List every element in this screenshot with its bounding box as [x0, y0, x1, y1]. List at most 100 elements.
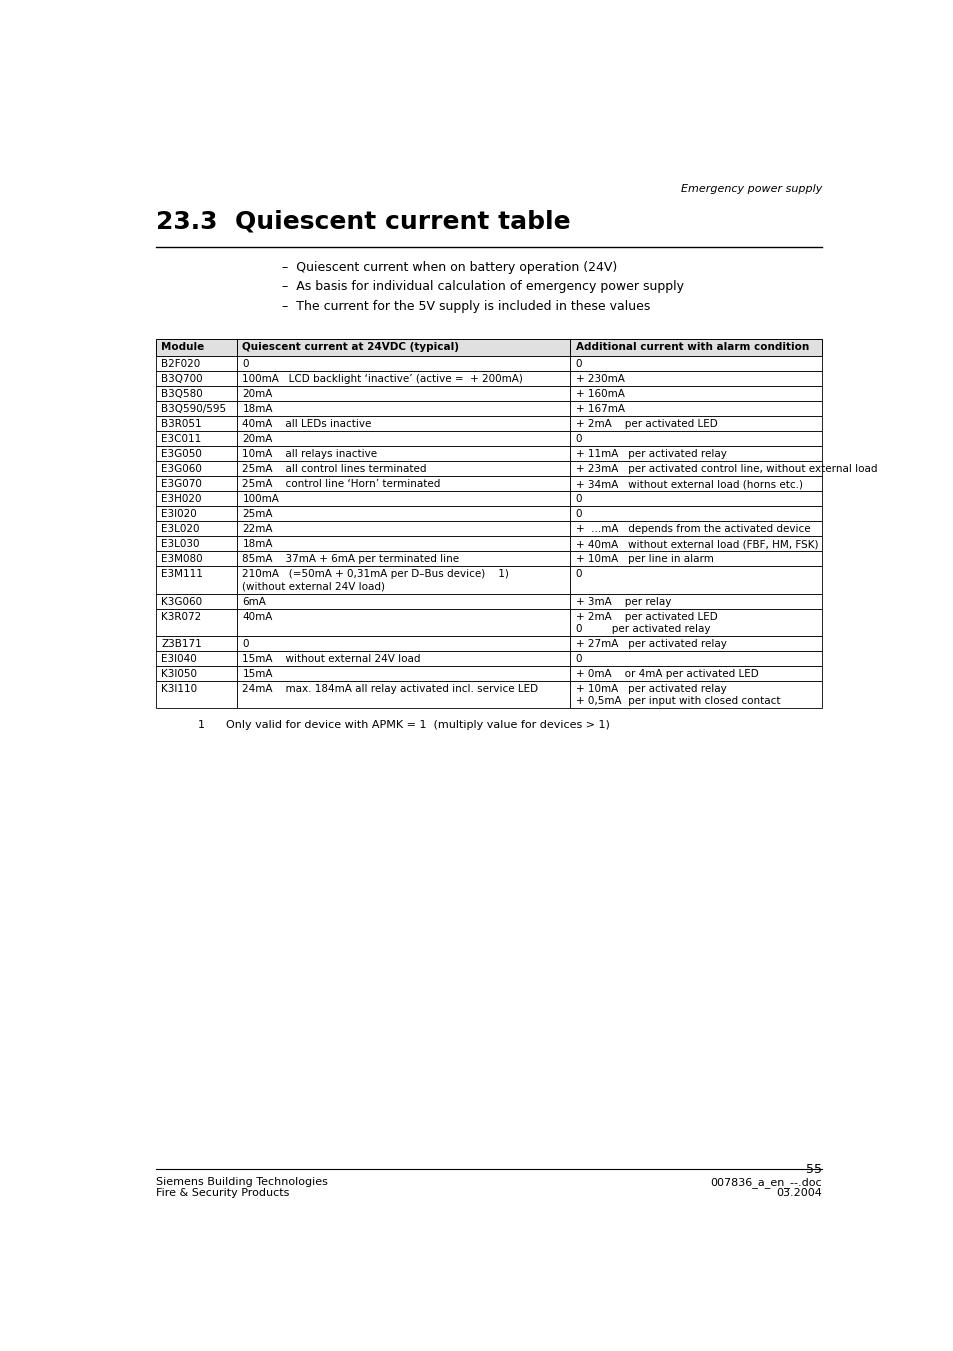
Text: 25mA: 25mA [242, 509, 273, 519]
Text: 0: 0 [242, 639, 249, 648]
Bar [570, 492, 821, 507]
Bar [570, 521, 821, 536]
Bar [236, 431, 570, 446]
Text: 0: 0 [575, 359, 581, 369]
Text: E3G070: E3G070 [161, 480, 202, 489]
Text: 24mA    max. 184mA all relay activated incl. service LED: 24mA max. 184mA all relay activated incl… [242, 684, 538, 694]
Text: 15mA    without external 24V load: 15mA without external 24V load [242, 654, 420, 665]
Text: –  As basis for individual calculation of emergency power supply: – As basis for individual calculation of… [282, 280, 683, 293]
Bar [570, 401, 821, 416]
Bar [155, 521, 236, 536]
Bar [155, 666, 236, 681]
Text: 18mA: 18mA [242, 404, 273, 415]
Text: + 167mA: + 167mA [575, 404, 624, 415]
Text: B2F020: B2F020 [161, 359, 200, 369]
Text: Fire & Security Products: Fire & Security Products [155, 1188, 289, 1198]
Bar [236, 477, 570, 492]
Text: 007836_a_en_--.doc: 007836_a_en_--.doc [710, 1177, 821, 1188]
Bar [570, 339, 821, 357]
Text: +  ...mA   depends from the activated device: + ...mA depends from the activated devic… [575, 524, 809, 535]
Text: + 230mA: + 230mA [575, 374, 624, 384]
Bar [236, 339, 570, 357]
Text: 03.2004: 03.2004 [776, 1188, 821, 1198]
Text: + 2mA    per activated LED: + 2mA per activated LED [575, 419, 717, 430]
Bar [236, 386, 570, 401]
Bar [155, 461, 236, 477]
Text: B3Q580: B3Q580 [161, 389, 203, 400]
Text: + 2mA    per activated LED: + 2mA per activated LED [575, 612, 717, 621]
Bar [236, 666, 570, 681]
Text: 40mA: 40mA [242, 612, 273, 621]
Bar [570, 372, 821, 386]
Text: 0         per activated relay: 0 per activated relay [575, 624, 709, 634]
Text: E3C011: E3C011 [161, 434, 201, 444]
Text: B3Q590/595: B3Q590/595 [161, 404, 226, 415]
Text: 210mA   (=50mA + 0,31mA per D–Bus device)    1): 210mA (=50mA + 0,31mA per D–Bus device) … [242, 570, 509, 580]
Bar [155, 431, 236, 446]
Text: 0: 0 [575, 570, 581, 580]
Bar [570, 461, 821, 477]
Bar [570, 651, 821, 666]
Bar [236, 566, 570, 593]
Text: E3L030: E3L030 [161, 539, 199, 550]
Bar [155, 609, 236, 636]
Text: + 40mA   without external load (FBF, HM, FSK): + 40mA without external load (FBF, HM, F… [575, 539, 818, 550]
Bar [236, 372, 570, 386]
Text: Additional current with alarm condition: Additional current with alarm condition [575, 342, 808, 353]
Text: E3L020: E3L020 [161, 524, 199, 535]
Text: + 10mA   per line in alarm: + 10mA per line in alarm [575, 554, 713, 565]
Text: E3M111: E3M111 [161, 570, 203, 580]
Bar [236, 651, 570, 666]
Text: + 23mA   per activated control line, without external load: + 23mA per activated control line, witho… [575, 465, 877, 474]
Text: K3I110: K3I110 [161, 684, 197, 694]
Text: Siemens Building Technologies: Siemens Building Technologies [155, 1177, 327, 1188]
Bar [155, 401, 236, 416]
Bar [155, 372, 236, 386]
Bar [570, 681, 821, 708]
Text: + 0mA    or 4mA per activated LED: + 0mA or 4mA per activated LED [575, 669, 758, 680]
Text: 0: 0 [575, 509, 581, 519]
Text: 18mA: 18mA [242, 539, 273, 550]
Text: 0: 0 [575, 494, 581, 504]
Text: Emergency power supply: Emergency power supply [680, 184, 821, 193]
Text: + 3mA    per relay: + 3mA per relay [575, 597, 670, 607]
Bar [236, 357, 570, 372]
Text: + 160mA: + 160mA [575, 389, 624, 400]
Bar [155, 507, 236, 521]
Text: 20mA: 20mA [242, 434, 273, 444]
Bar [155, 446, 236, 461]
Text: 22mA: 22mA [242, 524, 273, 535]
Text: + 27mA   per activated relay: + 27mA per activated relay [575, 639, 726, 648]
Text: 15mA: 15mA [242, 669, 273, 680]
Bar [570, 386, 821, 401]
Text: –  The current for the 5V supply is included in these values: – The current for the 5V supply is inclu… [282, 300, 650, 313]
Text: Module: Module [161, 342, 204, 353]
Bar [236, 446, 570, 461]
Bar [236, 401, 570, 416]
Bar [155, 681, 236, 708]
Text: 23.3  Quiescent current table: 23.3 Quiescent current table [155, 209, 570, 234]
Bar [570, 416, 821, 431]
Bar [155, 416, 236, 431]
Text: + 0,5mA  per input with closed contact: + 0,5mA per input with closed contact [575, 696, 780, 707]
Text: 6mA: 6mA [242, 597, 266, 607]
Bar [236, 593, 570, 609]
Bar [570, 566, 821, 593]
Text: B3Q700: B3Q700 [161, 374, 202, 384]
Bar [570, 636, 821, 651]
Text: E3G050: E3G050 [161, 450, 202, 459]
Text: 1      Only valid for device with APMK = 1  (multiply value for devices > 1): 1 Only valid for device with APMK = 1 (m… [198, 720, 610, 730]
Text: Quiescent current at 24VDC (typical): Quiescent current at 24VDC (typical) [242, 342, 459, 353]
Bar [155, 651, 236, 666]
Text: 100mA   LCD backlight ‘inactive’ (active =  + 200mA): 100mA LCD backlight ‘inactive’ (active =… [242, 374, 523, 384]
Text: + 10mA   per activated relay: + 10mA per activated relay [575, 684, 726, 694]
Text: 0: 0 [242, 359, 249, 369]
Bar [155, 477, 236, 492]
Bar [155, 566, 236, 593]
Bar [236, 461, 570, 477]
Text: 0: 0 [575, 434, 581, 444]
Bar [236, 636, 570, 651]
Bar [236, 521, 570, 536]
Bar [570, 507, 821, 521]
Text: K3I050: K3I050 [161, 669, 197, 680]
